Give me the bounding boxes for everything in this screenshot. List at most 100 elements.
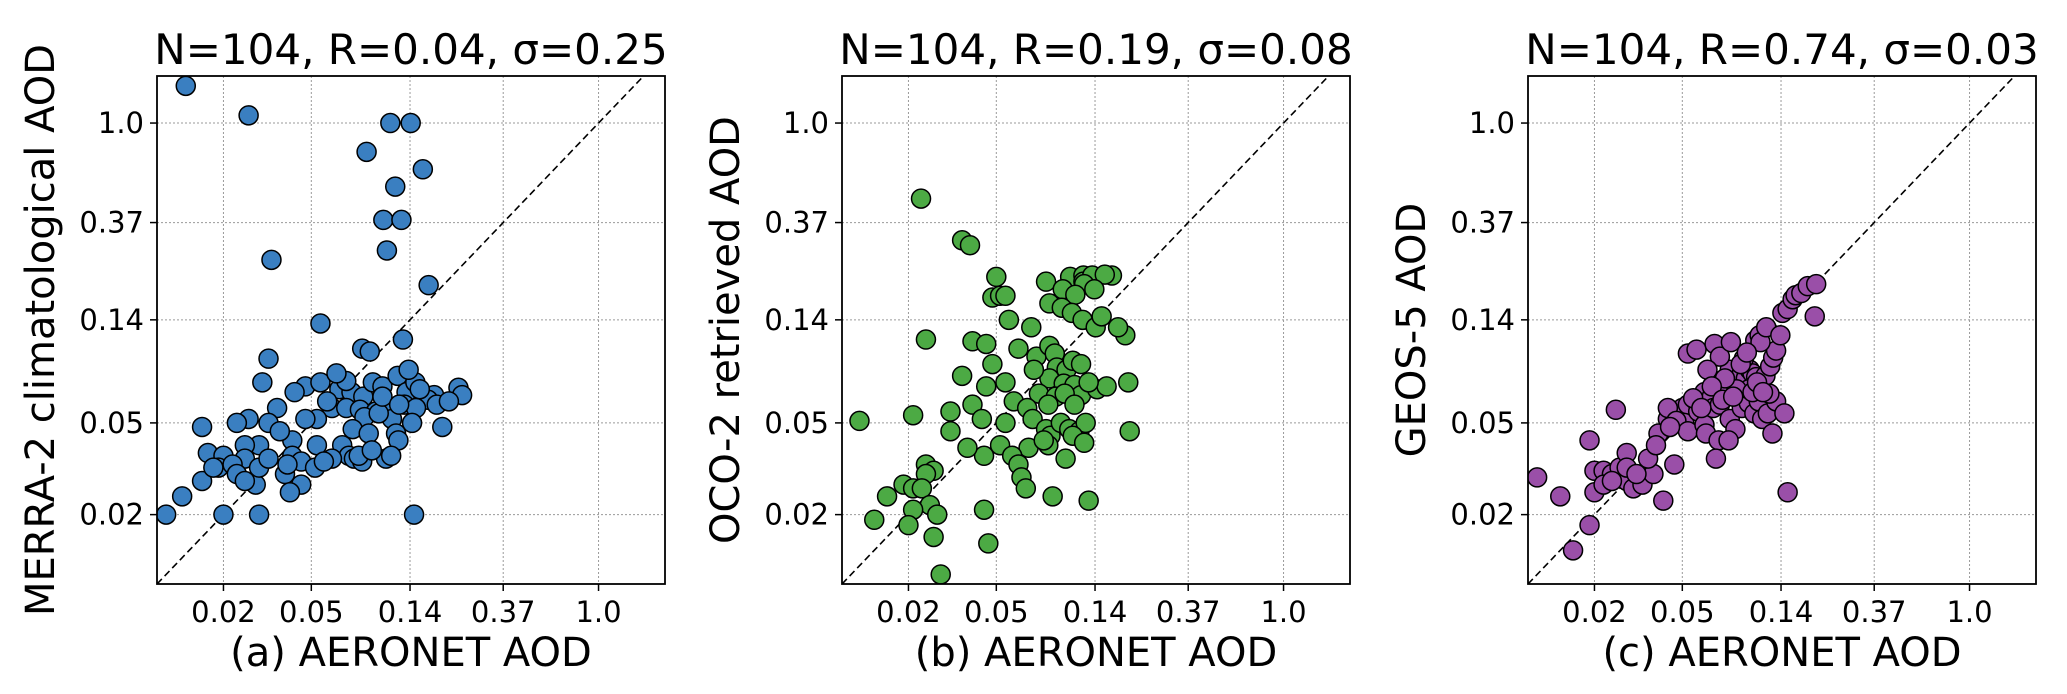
x-tick-label: 0.14 (1063, 595, 1128, 629)
data-point (973, 445, 995, 467)
data-point (1038, 394, 1059, 415)
data-point (973, 499, 995, 520)
data-point (1653, 490, 1674, 511)
data-point (1023, 359, 1045, 381)
data-point (995, 285, 1016, 307)
data-point (957, 437, 978, 459)
data-point (248, 504, 270, 525)
data-point (982, 353, 1003, 375)
x-tick-label: 0.02 (1562, 595, 1627, 629)
data-point (975, 333, 997, 355)
y-axis-label: MERRA-2 climatological AOD (18, 44, 64, 616)
data-point (995, 412, 1016, 434)
x-tick-label: 0.05 (1650, 595, 1715, 629)
data-point (849, 410, 870, 432)
data-point (401, 412, 423, 434)
x-tick-label: 0.05 (964, 595, 1029, 629)
data-point (1075, 412, 1096, 434)
data-point (261, 249, 282, 271)
data-point (373, 209, 394, 231)
scatter-panel-3: 0.02 0.05 0.14 0.37 1.0 0.02 0.05 0.14 0.37 1.0 N=… (1389, 25, 2039, 676)
data-point (368, 403, 389, 424)
data-point (385, 176, 406, 197)
data-point (356, 141, 377, 163)
data-point (971, 408, 993, 430)
data-point (175, 76, 197, 97)
x-tick-label: 1.0 (1260, 595, 1306, 629)
data-points (157, 76, 473, 525)
y-tick-label: 0.02 (1450, 498, 1515, 532)
data-point (962, 394, 983, 415)
x-axis-label: (c) AERONET AOD (1602, 630, 1961, 676)
data-point (1805, 273, 1827, 295)
data-point (1718, 430, 1739, 451)
data-point (986, 266, 1007, 288)
data-point (279, 482, 301, 503)
scatter-panel-1: 0.02 0.05 0.14 0.37 1.0 0.02 0.05 0.14 0.37 1.0 N=… (18, 25, 668, 676)
data-point (1035, 271, 1057, 292)
data-point (284, 381, 305, 403)
data-point (412, 159, 434, 180)
data-point (380, 445, 402, 467)
data-point (1042, 486, 1063, 507)
y-tick-label: 0.05 (79, 406, 144, 440)
x-tick-label: 1.0 (1946, 595, 1992, 629)
one-to-one-line (842, 76, 1330, 584)
x-tick-label: 0.14 (378, 595, 443, 629)
data-point (1096, 376, 1117, 397)
x-tick-label: 0.37 (1156, 595, 1221, 629)
data-point (1091, 306, 1112, 327)
data-point (1528, 467, 1548, 488)
data-point (171, 486, 193, 507)
data-point (926, 504, 948, 525)
y-tick-label: 0.05 (764, 406, 829, 440)
x-axis-label: (b) AERONET AOD (915, 630, 1278, 676)
data-point (252, 372, 273, 393)
data-point (1107, 317, 1129, 338)
y-tick-label: 1.0 (783, 106, 829, 140)
axes-frame (841, 75, 1351, 585)
data-point (1762, 423, 1783, 444)
data-point (258, 448, 279, 469)
data-point (1078, 372, 1099, 393)
data-point (316, 391, 338, 412)
data-point (1015, 478, 1037, 499)
data-point (1033, 430, 1054, 451)
data-point (295, 408, 316, 430)
data-point (1770, 325, 1791, 346)
data-point (876, 486, 898, 507)
data-point (1686, 339, 1707, 360)
data-point (391, 209, 412, 231)
data-point (1078, 490, 1099, 511)
data-point (1777, 482, 1798, 503)
y-tick-label: 0.02 (764, 498, 829, 532)
y-axis-label: GEOS-5 AOD (1389, 203, 1435, 458)
data-point (398, 359, 419, 381)
data-point (978, 533, 999, 554)
data-point (1118, 372, 1139, 393)
y-tick-label: 0.37 (764, 206, 829, 240)
x-tick-label: 0.02 (191, 595, 256, 629)
chart-title: N=104, R=0.19, σ=0.08 (839, 25, 1352, 74)
y-tick-label: 0.37 (79, 206, 144, 240)
data-point (911, 478, 933, 499)
data-point (1119, 420, 1140, 442)
data-point (361, 440, 383, 461)
data-point (1055, 448, 1076, 469)
axes-frame (156, 75, 666, 585)
data-point (409, 378, 431, 400)
y-tick-label: 0.14 (79, 303, 144, 337)
data-point (310, 313, 331, 334)
data-point (998, 309, 1020, 331)
data-point (915, 329, 937, 350)
data-point (1774, 403, 1795, 424)
data-point (1064, 394, 1085, 415)
x-axis-label: (a) AERONET AOD (230, 630, 592, 676)
data-point (1601, 470, 1623, 492)
x-tick-label: 1.0 (575, 595, 621, 629)
x-tick-label: 0.14 (1749, 595, 1814, 629)
data-point (403, 504, 425, 525)
data-point (910, 188, 932, 209)
data-point (380, 112, 401, 134)
